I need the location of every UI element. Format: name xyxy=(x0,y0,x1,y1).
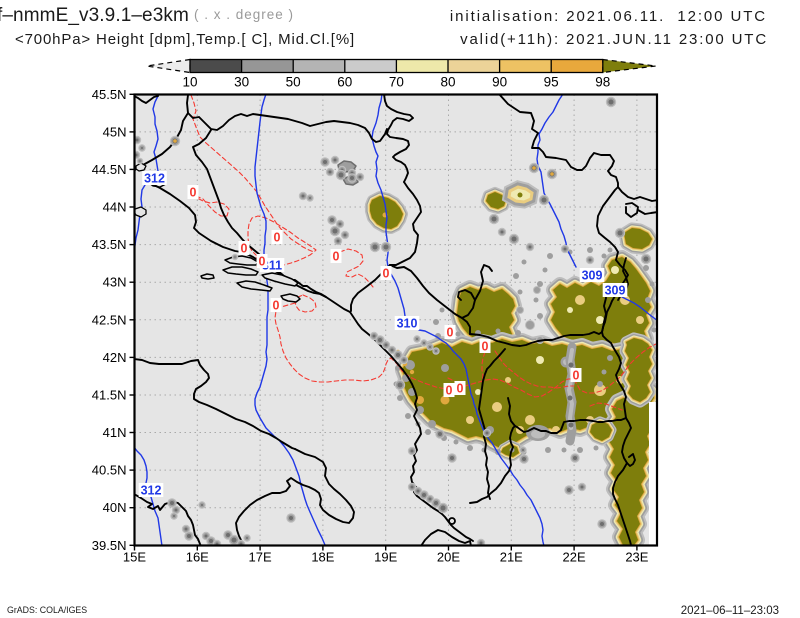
svg-text:43.5N: 43.5N xyxy=(92,237,127,252)
svg-text:15E: 15E xyxy=(123,550,146,565)
svg-text:0: 0 xyxy=(447,326,454,340)
svg-text:19E: 19E xyxy=(374,550,397,565)
svg-text:21E: 21E xyxy=(500,550,523,565)
svg-text:60: 60 xyxy=(337,75,352,90)
svg-text:42N: 42N xyxy=(103,350,127,365)
svg-text:43N: 43N xyxy=(103,275,127,290)
svg-text:f–nmmE_v3.9.1–e3km: f–nmmE_v3.9.1–e3km xyxy=(0,5,189,26)
svg-text:<700hPa> Height [dpm],Temp.[ C: <700hPa> Height [dpm],Temp.[ C], Mid.Cl.… xyxy=(15,31,355,48)
svg-text:20E: 20E xyxy=(437,550,460,565)
svg-text:42.5N: 42.5N xyxy=(92,312,127,327)
svg-text:0: 0 xyxy=(273,299,280,313)
svg-text:17E: 17E xyxy=(249,550,272,565)
svg-text:309: 309 xyxy=(582,269,603,283)
svg-text:0: 0 xyxy=(482,340,489,354)
svg-text:0: 0 xyxy=(190,186,197,200)
svg-text:41.5N: 41.5N xyxy=(92,388,127,403)
svg-text:30: 30 xyxy=(234,75,249,90)
svg-text:98: 98 xyxy=(595,75,610,90)
svg-text:90: 90 xyxy=(492,75,507,90)
svg-text:312: 312 xyxy=(141,484,162,498)
svg-text:39.5N: 39.5N xyxy=(92,538,127,553)
svg-text:16E: 16E xyxy=(186,550,209,565)
svg-text:0: 0 xyxy=(274,231,281,245)
svg-text:0: 0 xyxy=(241,242,248,256)
svg-text:2021–06–11–23:03: 2021–06–11–23:03 xyxy=(681,605,779,617)
svg-text:312: 312 xyxy=(144,172,165,186)
svg-text:0: 0 xyxy=(333,250,340,264)
svg-text:0: 0 xyxy=(573,369,580,383)
svg-text:18E: 18E xyxy=(311,550,334,565)
svg-text:0: 0 xyxy=(457,382,464,396)
svg-text:44.5N: 44.5N xyxy=(92,162,127,177)
svg-text:0: 0 xyxy=(383,267,390,281)
svg-text:44N: 44N xyxy=(103,200,127,215)
svg-text:40N: 40N xyxy=(103,500,127,515)
svg-text:310: 310 xyxy=(397,317,418,331)
svg-text:50: 50 xyxy=(286,75,301,90)
svg-text:45N: 45N xyxy=(103,124,127,139)
svg-text:40.5N: 40.5N xyxy=(92,463,127,478)
svg-text:95: 95 xyxy=(544,75,559,90)
svg-text:valid(+11h): 2021.JUN.11 23:00: valid(+11h): 2021.JUN.11 23:00 UTC xyxy=(460,31,768,48)
svg-text:0: 0 xyxy=(259,255,266,269)
svg-text:initialisation: 2021.06.11. 1: initialisation: 2021.06.11. 12:00 UTC xyxy=(450,8,767,25)
svg-text:45.5N: 45.5N xyxy=(92,87,127,102)
svg-text:23E: 23E xyxy=(625,550,648,565)
svg-text:GrADS: COLA/IGES: GrADS: COLA/IGES xyxy=(7,605,87,615)
svg-text:22E: 22E xyxy=(563,550,586,565)
svg-text:80: 80 xyxy=(440,75,455,90)
svg-text:10: 10 xyxy=(182,75,197,90)
svg-text:309: 309 xyxy=(605,284,626,298)
svg-text:41N: 41N xyxy=(103,425,127,440)
svg-text:70: 70 xyxy=(389,75,404,90)
svg-text:0: 0 xyxy=(446,384,453,398)
svg-text:( . x . degree ): ( . x . degree ) xyxy=(194,7,294,22)
